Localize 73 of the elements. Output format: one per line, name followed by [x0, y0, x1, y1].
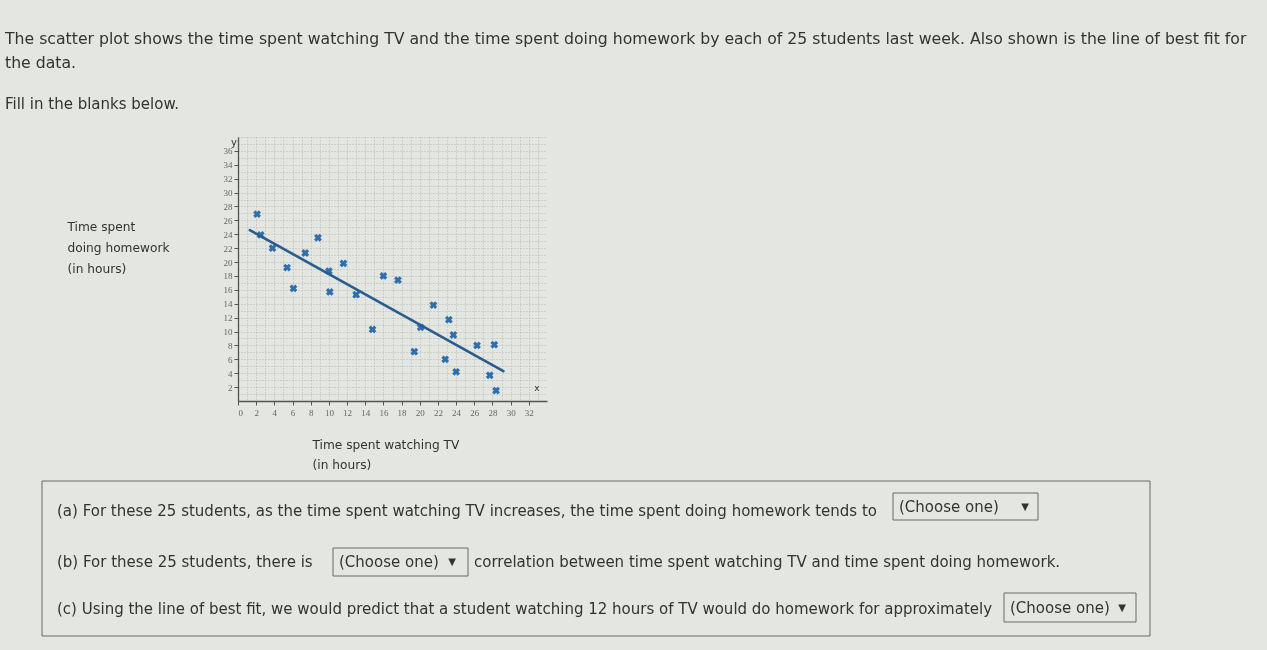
y-tick-label: 10 [223, 327, 233, 338]
x-tick-label: 28 [488, 407, 498, 418]
y-tick-label: 26 [223, 215, 233, 226]
point [485, 371, 494, 380]
text: (b) For these 25 students, there is [57, 553, 313, 571]
x-tick-label: 24 [452, 407, 462, 418]
text: ▼ [1118, 602, 1127, 613]
text: (Choose one) [339, 553, 439, 571]
point [473, 341, 481, 350]
point [368, 325, 377, 334]
text: The scatter plot shows the time spent watching TV and the time spent doing homework by each of 25 students last week. Also shown is the line of best fit for the data. [4, 29, 1247, 72]
y-tick-label: 6 [228, 354, 233, 365]
text: (a) For these 25 students, as the time spent watching TV increases, the time spent doing homework tends to [57, 502, 878, 520]
point [253, 210, 261, 219]
point [339, 259, 348, 268]
point [449, 331, 458, 339]
x-tick-label: 18 [397, 407, 408, 418]
y-tick-label: 32 [223, 174, 233, 185]
point [268, 244, 277, 253]
point [394, 276, 402, 285]
x-tick-label: 8 [308, 407, 314, 418]
y-tick-label: 14 [223, 299, 233, 310]
text: (Choose one) [899, 498, 999, 516]
text: Fill in the blanks below. [5, 95, 180, 113]
text: correlation between time spent watching TV and time spent doing homework. [474, 553, 1061, 571]
x-axis-title: Time spent watching TV (in hours) [311, 437, 460, 472]
x-tick-label: 0 [238, 407, 244, 418]
x-tick-label: 14 [361, 407, 371, 418]
y-tick-label: 12 [223, 313, 233, 324]
y-tick-label: 8 [228, 340, 233, 351]
point [452, 367, 461, 376]
point [490, 340, 499, 349]
x-tick-label: 26 [470, 407, 480, 418]
x-tick-label: 12 [343, 407, 353, 418]
point [379, 272, 388, 280]
y-tick-label: 34 [223, 160, 233, 171]
y-tick-label: 20 [223, 257, 233, 268]
x-tick-label: 32 [524, 407, 534, 418]
text: ▼ [448, 556, 457, 567]
x-tick-label: 16 [379, 407, 389, 418]
x-tick-label: 4 [272, 407, 278, 418]
x-tick-label: 10 [324, 407, 335, 418]
text: (Choose one) [1010, 599, 1110, 617]
x-tick-label: 6 [290, 407, 296, 418]
x-tick-label: 20 [415, 407, 426, 418]
y-axis-title: Time spent doing homework (in hours) [66, 219, 171, 276]
y-tick-label: 4 [228, 368, 233, 379]
y-tick-label: 22 [223, 243, 233, 254]
point [314, 233, 322, 242]
y-tick-label: 36 [223, 146, 233, 157]
y-tick-label: 2 [228, 382, 233, 393]
point [352, 290, 361, 299]
y-tick-label: 16 [223, 285, 233, 296]
y-tick-label: 30 [223, 188, 233, 199]
annotation: x [534, 383, 541, 393]
y-tick-label: 18 [223, 271, 233, 282]
point [441, 355, 450, 364]
point [444, 315, 453, 324]
y-tick-label: 24 [223, 229, 233, 240]
point [429, 301, 438, 310]
text: y [231, 137, 238, 148]
y-tick-label: 28 [223, 201, 233, 212]
point [492, 386, 500, 395]
point [410, 347, 419, 356]
point [301, 249, 310, 257]
text: ▼ [1021, 501, 1030, 512]
text: (c) Using the line of best fit, we would predict that a student watching 12 hours of TV would do homework for approximately [57, 600, 993, 618]
point [325, 288, 334, 296]
point [289, 284, 298, 293]
x-tick-label: 2 [254, 407, 259, 418]
x-tick-label: 30 [506, 407, 517, 418]
x-tick-label: 22 [433, 407, 443, 418]
point [283, 263, 291, 272]
